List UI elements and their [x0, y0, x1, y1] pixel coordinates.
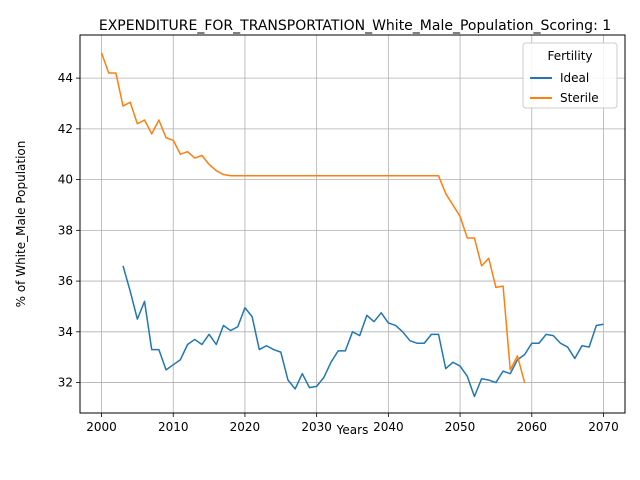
y-tick-label: 40 [58, 173, 73, 187]
y-tick-label: 44 [58, 71, 73, 85]
y-tick-label: 38 [58, 223, 73, 237]
axis-ticks: 2000 2010 2020 2030 2040 2050 2060 2070 32 34 36 38… [58, 71, 619, 434]
x-tick-label: 2060 [517, 420, 548, 434]
legend-label-ideal: Ideal [560, 71, 589, 85]
legend-title: Fertility [547, 49, 592, 63]
x-tick-label: 2030 [301, 420, 332, 434]
series-line-sterile [100, 52, 526, 383]
x-tick-label: 2020 [230, 420, 261, 434]
y-tick-label: 36 [58, 274, 73, 288]
x-tick-label: 2040 [373, 420, 404, 434]
legend-items: Ideal Sterile [530, 71, 599, 105]
legend-label-sterile: Sterile [560, 91, 599, 105]
x-tick-label: 2050 [445, 420, 476, 434]
x-tick-label: 2070 [588, 420, 619, 434]
series-line-ideal [122, 265, 604, 398]
y-axis-label: % of White_Male Population [14, 141, 28, 308]
plot-frame [79, 34, 626, 414]
x-tick-label: 2010 [158, 420, 189, 434]
x-tick-label: 2000 [86, 420, 117, 434]
legend-box [522, 42, 618, 109]
chart-title: EXPENDITURE_FOR_TRANSPORTATION_White_Mal… [99, 18, 611, 34]
legend: Fertility Ideal Sterile [522, 42, 618, 109]
y-tick-label: 42 [58, 122, 73, 136]
series-lines [100, 52, 604, 398]
y-tick-label: 32 [58, 376, 73, 390]
x-axis-label: Years [336, 423, 369, 437]
y-tick-label: 34 [58, 325, 73, 339]
